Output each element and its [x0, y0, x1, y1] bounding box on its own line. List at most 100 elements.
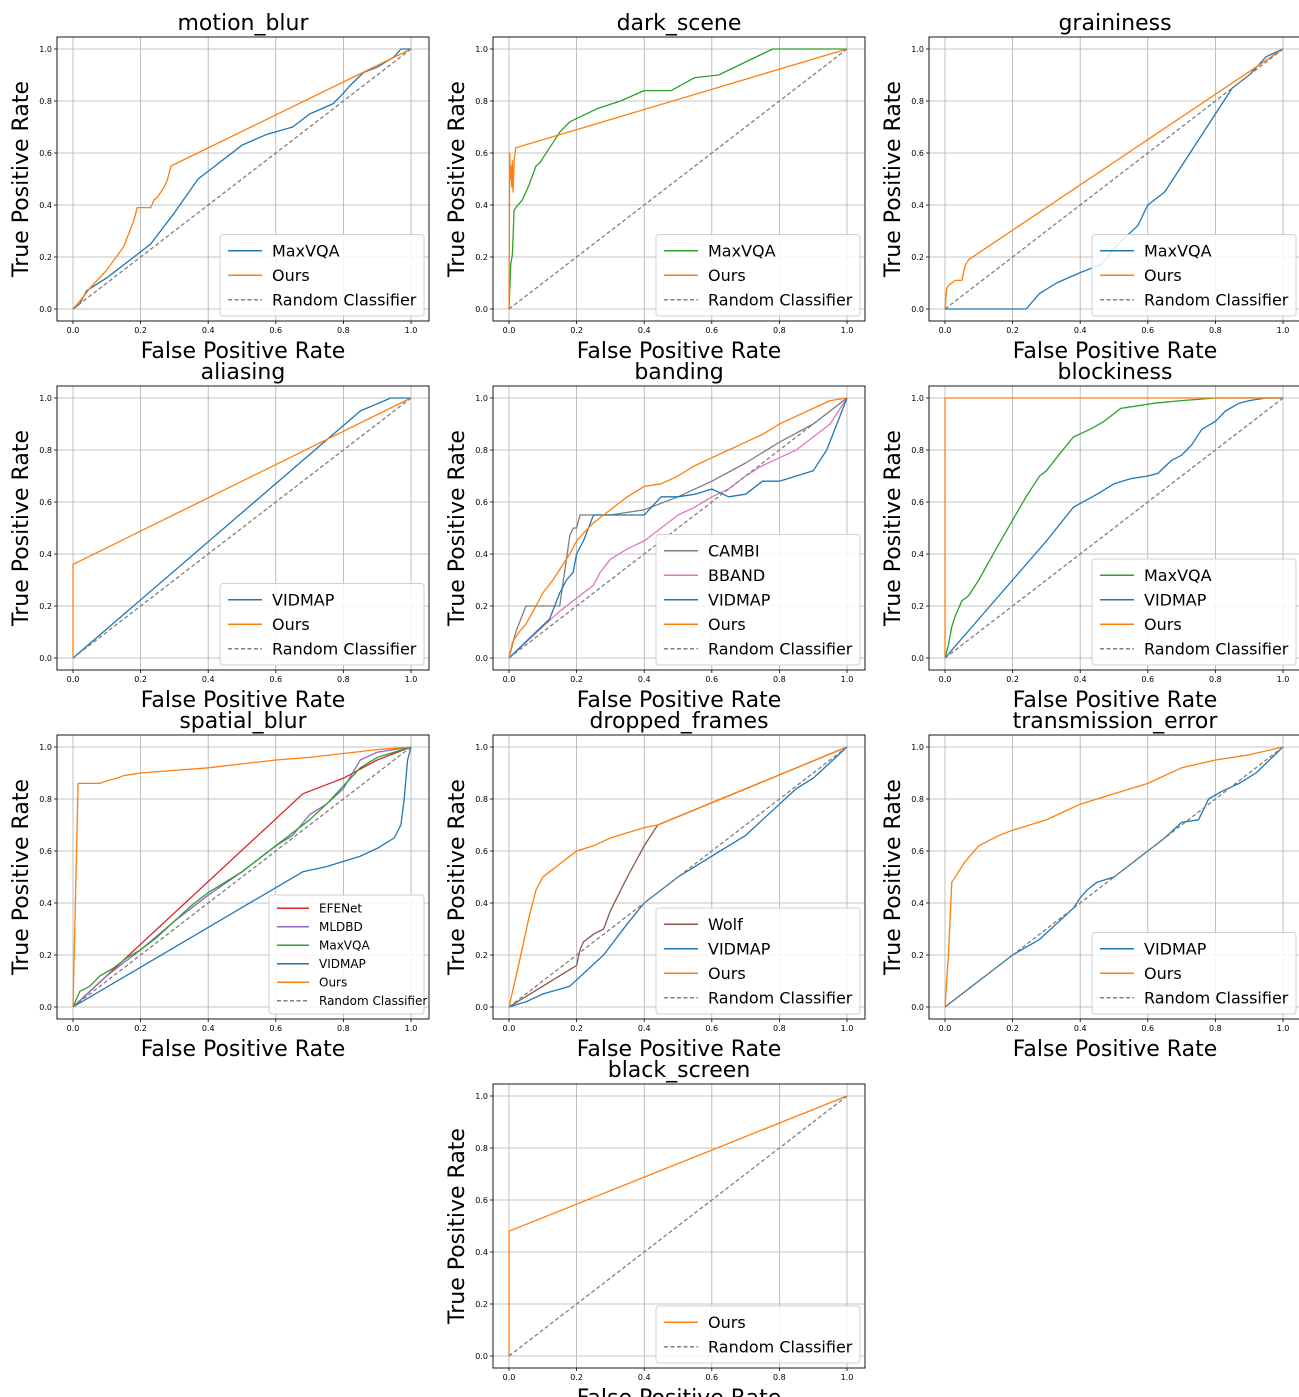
- x-tick-label: 1.0: [841, 326, 854, 335]
- y-tick-label: 1.0: [475, 394, 488, 403]
- y-tick-label: 0.2: [911, 951, 924, 960]
- series-line-efenet: [72, 746, 412, 1008]
- y-tick-label: 0.0: [911, 654, 924, 663]
- x-tick-label: 0.4: [1074, 326, 1087, 335]
- axes-frame: [492, 36, 866, 322]
- y-tick-label: 0.8: [911, 446, 924, 455]
- y-axis-label: True Positive Rate: [445, 1128, 470, 1325]
- series-line-ours: [944, 397, 1283, 658]
- x-tick-label: 0.4: [638, 1373, 651, 1382]
- legend-label: MLDBD: [319, 920, 363, 934]
- legend-label: Ours: [708, 615, 746, 634]
- series-line-ours: [508, 397, 848, 659]
- series-line-maxvqa: [508, 48, 847, 310]
- x-axis-label: False Positive Rate: [141, 1037, 345, 1062]
- y-tick-label: 0.8: [911, 97, 924, 106]
- legend-label: Ours: [272, 266, 310, 285]
- roc-chart-spatial-blur: 0.0 0.0 0.2 0.2 0.4 0.4 0.6 0.6 0.8 0.8 1.0 1.0 spat…: [9, 709, 430, 1062]
- y-tick-label: 1.0: [911, 743, 924, 752]
- x-tick-label: 1.0: [1277, 1024, 1290, 1033]
- y-tick-label: 0.0: [39, 305, 52, 314]
- series-line-maxvqa: [945, 48, 1284, 310]
- x-tick-label: 0.6: [1141, 675, 1154, 684]
- y-tick-label: 0.0: [911, 1003, 924, 1012]
- roc-chart-blockiness: 0.0 0.0 0.2 0.2 0.4 0.4 0.6 0.6 0.8 0.8 1.0 1.0 bloc…: [881, 360, 1299, 713]
- legend-box: [268, 894, 425, 1015]
- series-line-ours: [72, 48, 412, 310]
- legend-label: Random Classifier: [708, 1338, 853, 1357]
- y-tick-label: 0.8: [911, 795, 924, 804]
- axes-frame: [928, 734, 1299, 1020]
- legend-label: Random Classifier: [272, 291, 417, 310]
- legend-label: Random Classifier: [708, 989, 853, 1008]
- series-group: [508, 48, 848, 310]
- legend-box: [1091, 558, 1297, 666]
- x-tick-label: 1.0: [841, 1373, 854, 1382]
- legend: Wolf VIDMAP Ours Random Classifier: [655, 907, 861, 1015]
- series-line-maxvqa: [944, 397, 1283, 659]
- chart-title: blockiness: [1058, 360, 1173, 385]
- x-axis-label: False Positive Rate: [577, 1386, 781, 1397]
- x-tick-label: 0.6: [705, 326, 718, 335]
- legend: Ours Random Classifier: [655, 1305, 861, 1364]
- x-tick-label: 1.0: [405, 1024, 418, 1033]
- legend-label: VIDMAP: [272, 591, 335, 610]
- x-tick-label: 0.4: [202, 326, 215, 335]
- legend-label: Ours: [272, 615, 310, 634]
- x-tick-label: 1.0: [1277, 675, 1290, 684]
- axes-frame: [928, 36, 1299, 322]
- x-tick-label: 0.6: [269, 675, 282, 684]
- y-tick-label: 0.6: [39, 498, 52, 507]
- series-line-bband: [508, 397, 848, 659]
- y-tick-label: 0.8: [39, 795, 52, 804]
- x-tick-label: 0.2: [570, 675, 583, 684]
- legend: CAMBI BBAND VIDMAP Ours Random Classifier: [655, 534, 861, 666]
- x-tick-label: 0.2: [1006, 326, 1019, 335]
- legend: MaxVQA Ours Random Classifier: [1091, 234, 1297, 317]
- y-tick-label: 0.2: [911, 602, 924, 611]
- y-tick-label: 0.4: [39, 550, 52, 559]
- series-line-maxvqa: [72, 746, 412, 1008]
- y-tick-label: 0.6: [39, 847, 52, 856]
- x-tick-label: 0.2: [570, 1024, 583, 1033]
- axes-frame: [56, 36, 430, 322]
- y-tick-label: 0.0: [475, 654, 488, 663]
- series-line-cambi: [508, 397, 848, 659]
- y-tick-label: 0.8: [39, 446, 52, 455]
- y-axis-label: True Positive Rate: [9, 779, 34, 976]
- y-tick-label: 0.0: [475, 1352, 488, 1361]
- roc-chart-black-screen: 0.0 0.0 0.2 0.2 0.4 0.4 0.6 0.6 0.8 0.8 1.0 1.0 blac…: [445, 1058, 866, 1397]
- y-axis-label: True Positive Rate: [881, 430, 906, 627]
- x-tick-label: 0.2: [134, 675, 147, 684]
- y-tick-label: 0.2: [475, 253, 488, 262]
- legend-label: MaxVQA: [319, 939, 370, 953]
- y-tick-label: 0.8: [39, 97, 52, 106]
- series-line-vidmap: [72, 397, 411, 659]
- y-axis-label: True Positive Rate: [9, 81, 34, 278]
- legend-label: Random Classifier: [1144, 291, 1289, 310]
- x-tick-label: 0.0: [503, 675, 516, 684]
- legend-label: Ours: [708, 1313, 746, 1332]
- legend-label: Random Classifier: [272, 640, 417, 659]
- legend-label: Wolf: [708, 915, 743, 934]
- x-tick-label: 0.8: [773, 326, 786, 335]
- x-tick-label: 0.0: [67, 326, 80, 335]
- x-tick-label: 0.8: [1209, 326, 1222, 335]
- legend-label: VIDMAP: [708, 940, 771, 959]
- legend-label: Random Classifier: [708, 291, 853, 310]
- legend-label: Random Classifier: [319, 994, 427, 1008]
- y-tick-label: 0.2: [911, 253, 924, 262]
- legend-label: VIDMAP: [708, 591, 771, 610]
- x-tick-label: 0.2: [570, 1373, 583, 1382]
- legend: MaxVQA VIDMAP Ours Random Classifier: [1091, 558, 1297, 666]
- y-tick-label: 0.2: [475, 1300, 488, 1309]
- y-axis-label: True Positive Rate: [881, 779, 906, 976]
- y-tick-label: 0.4: [911, 201, 924, 210]
- legend-label: Ours: [1144, 266, 1182, 285]
- x-tick-label: 0.4: [638, 675, 651, 684]
- legend-label: MaxVQA: [272, 242, 340, 261]
- x-tick-label: 0.0: [67, 1024, 80, 1033]
- series-line-vidmap: [72, 746, 412, 1008]
- y-tick-label: 0.8: [475, 1144, 488, 1153]
